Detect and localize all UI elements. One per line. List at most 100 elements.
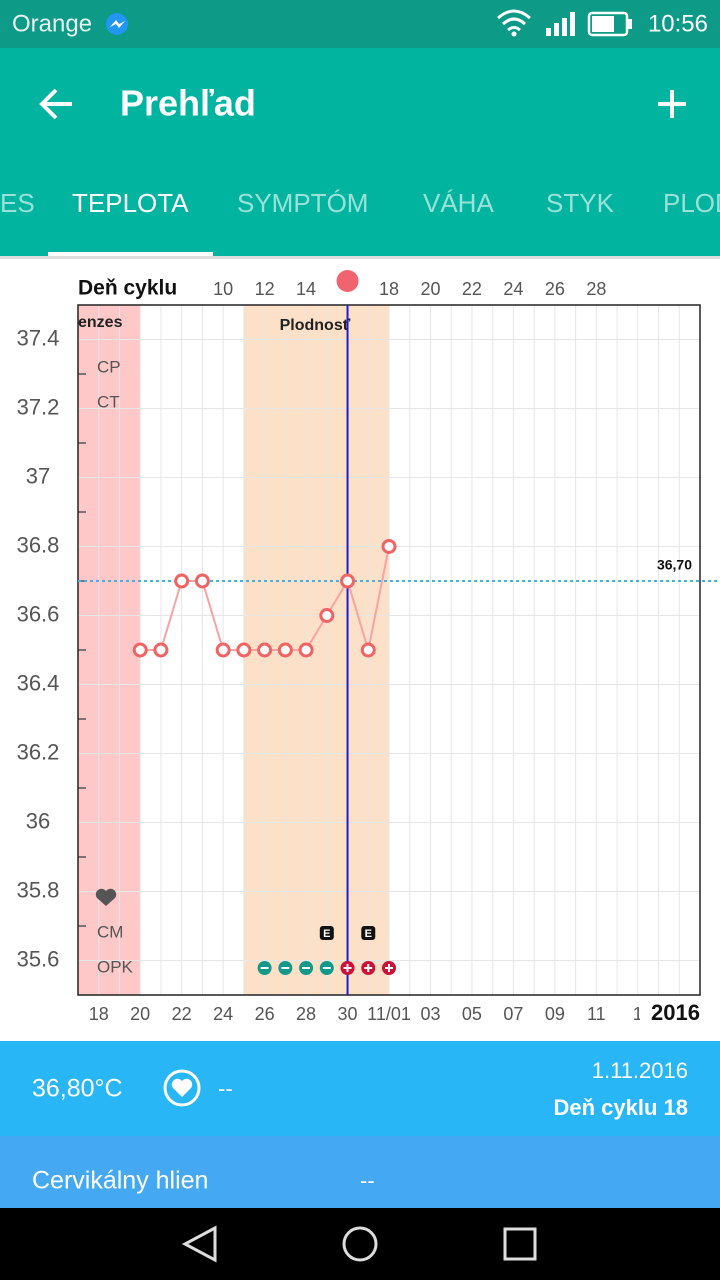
mucus-badge	[319, 926, 334, 940]
y-tick-label: 35.8	[17, 877, 60, 902]
nav-recent[interactable]	[503, 1227, 537, 1261]
details-row	[0, 1136, 720, 1208]
tab[interactable]: ES	[0, 188, 35, 218]
menstruation-band	[78, 305, 141, 995]
y-tick-label: 36.6	[17, 601, 60, 626]
opk-symbol	[385, 964, 393, 972]
cycle-day-label: 12	[255, 279, 275, 299]
mucus-mark: E	[323, 928, 330, 940]
x-tick-label: 26	[255, 1004, 275, 1024]
details-value: --	[360, 1168, 375, 1193]
intercourse-value: --	[218, 1076, 233, 1101]
summary-bar	[0, 1041, 720, 1136]
nav-back[interactable]	[181, 1225, 217, 1263]
y-tick-label: 36	[26, 808, 50, 833]
mucus-mark: E	[365, 928, 372, 940]
opk-symbol	[343, 964, 352, 972]
tabs: ES TEPLOTA SYMPTÓM VÁHA STYK PLOD	[0, 188, 720, 218]
add-button[interactable]	[658, 90, 686, 118]
battery-level	[592, 16, 614, 32]
x-tick-label: 20	[130, 1004, 150, 1024]
y-tick-label: 36.2	[17, 739, 60, 764]
temperature-point	[132, 642, 148, 658]
carrier: Orange	[12, 10, 92, 37]
row-label: CM	[97, 922, 123, 941]
plot-border	[77, 304, 701, 996]
cycle-day-label: 10	[213, 279, 233, 299]
tab[interactable]: SYMPTÓM	[237, 188, 368, 218]
cycle-day-label: 22	[462, 279, 482, 299]
x-tick-label: 11	[587, 1004, 606, 1024]
temperature: 36,80°C	[32, 1075, 123, 1103]
details-label: Cervikálny hlien	[32, 1167, 208, 1195]
x-tick-label: 09	[545, 1004, 565, 1024]
cycle-day-label: 24	[503, 279, 523, 299]
wifi-dot	[511, 31, 517, 37]
opk-symbol	[364, 964, 373, 972]
temperature-point	[298, 642, 314, 658]
cover-line-label: 36,70	[657, 557, 692, 573]
x-tick-label: 18	[89, 1004, 109, 1024]
x-tick-label: 11/01	[367, 1004, 411, 1024]
x-tick-label: 24	[213, 1004, 233, 1024]
cycle-day-label: 18	[379, 279, 399, 299]
back-arrow[interactable]	[39, 88, 72, 120]
temperature-point	[215, 642, 231, 658]
x-tick-label: 30	[338, 1004, 358, 1024]
app-title: Prehľad	[120, 83, 256, 124]
temperature-point	[194, 573, 210, 589]
app-bar	[0, 48, 720, 256]
mucus-badge	[361, 926, 376, 940]
row-label: OPK	[97, 957, 134, 976]
top-axis-title: Deň cyklu	[78, 277, 177, 300]
year-bg	[640, 1000, 720, 1030]
shadow	[0, 256, 720, 259]
y-tick-label: 37	[26, 463, 50, 488]
temperature-point	[319, 608, 335, 623]
y-tick-label: 37.2	[17, 394, 60, 419]
temperature-point	[236, 642, 252, 658]
x-tick-label: 03	[420, 1004, 440, 1024]
signal-icon	[546, 12, 575, 36]
temperature-point	[257, 642, 273, 658]
temperature-point	[360, 642, 376, 658]
x-tick-label: 22	[172, 1004, 192, 1024]
nav-bar	[0, 1208, 720, 1280]
nav-home[interactable]	[342, 1226, 378, 1262]
x-tick-label: 05	[462, 1004, 482, 1024]
date: 1.11.2016	[592, 1058, 688, 1083]
heart-icon	[171, 1078, 193, 1097]
x-tick-label: 28	[296, 1004, 316, 1024]
cycle-day-label: 20	[420, 279, 440, 299]
tab[interactable]: TEPLOTA	[72, 188, 189, 218]
intercourse-icon	[163, 1069, 201, 1107]
tab[interactable]: STYK	[546, 188, 615, 218]
temperature-point	[340, 573, 356, 589]
temperature-point	[153, 642, 169, 658]
y-tick-label: 35.6	[17, 946, 60, 971]
row-label: CT	[97, 392, 120, 411]
y-tick-label: 36.8	[17, 532, 60, 557]
row-label: CP	[97, 357, 121, 376]
tab[interactable]: PLOD	[663, 188, 720, 218]
temperature-point	[381, 539, 397, 554]
battery-tip	[628, 19, 632, 29]
tab-indicator	[48, 252, 213, 256]
cycle-day-label: 26	[545, 279, 565, 299]
menstruation-label: enzes	[78, 314, 123, 331]
x-tick-label: 1	[633, 1004, 643, 1024]
today-dot	[336, 270, 359, 292]
x-tick-label: 07	[503, 1004, 523, 1024]
temperature-point	[277, 642, 293, 658]
y-tick-label: 36.4	[17, 670, 60, 695]
messenger-bolt	[110, 20, 125, 28]
temperature-point	[174, 573, 190, 589]
year-label: 2016	[651, 1000, 700, 1025]
battery-icon	[587, 11, 629, 37]
chart: 37.4 37.2 37 36.8 36.6 36.4 36.2 36 35.8 35.6 enze…	[17, 270, 720, 1030]
tab[interactable]: VÁHA	[423, 188, 494, 218]
cycle-day-label: 28	[586, 279, 606, 299]
back-button[interactable]	[39, 88, 72, 120]
